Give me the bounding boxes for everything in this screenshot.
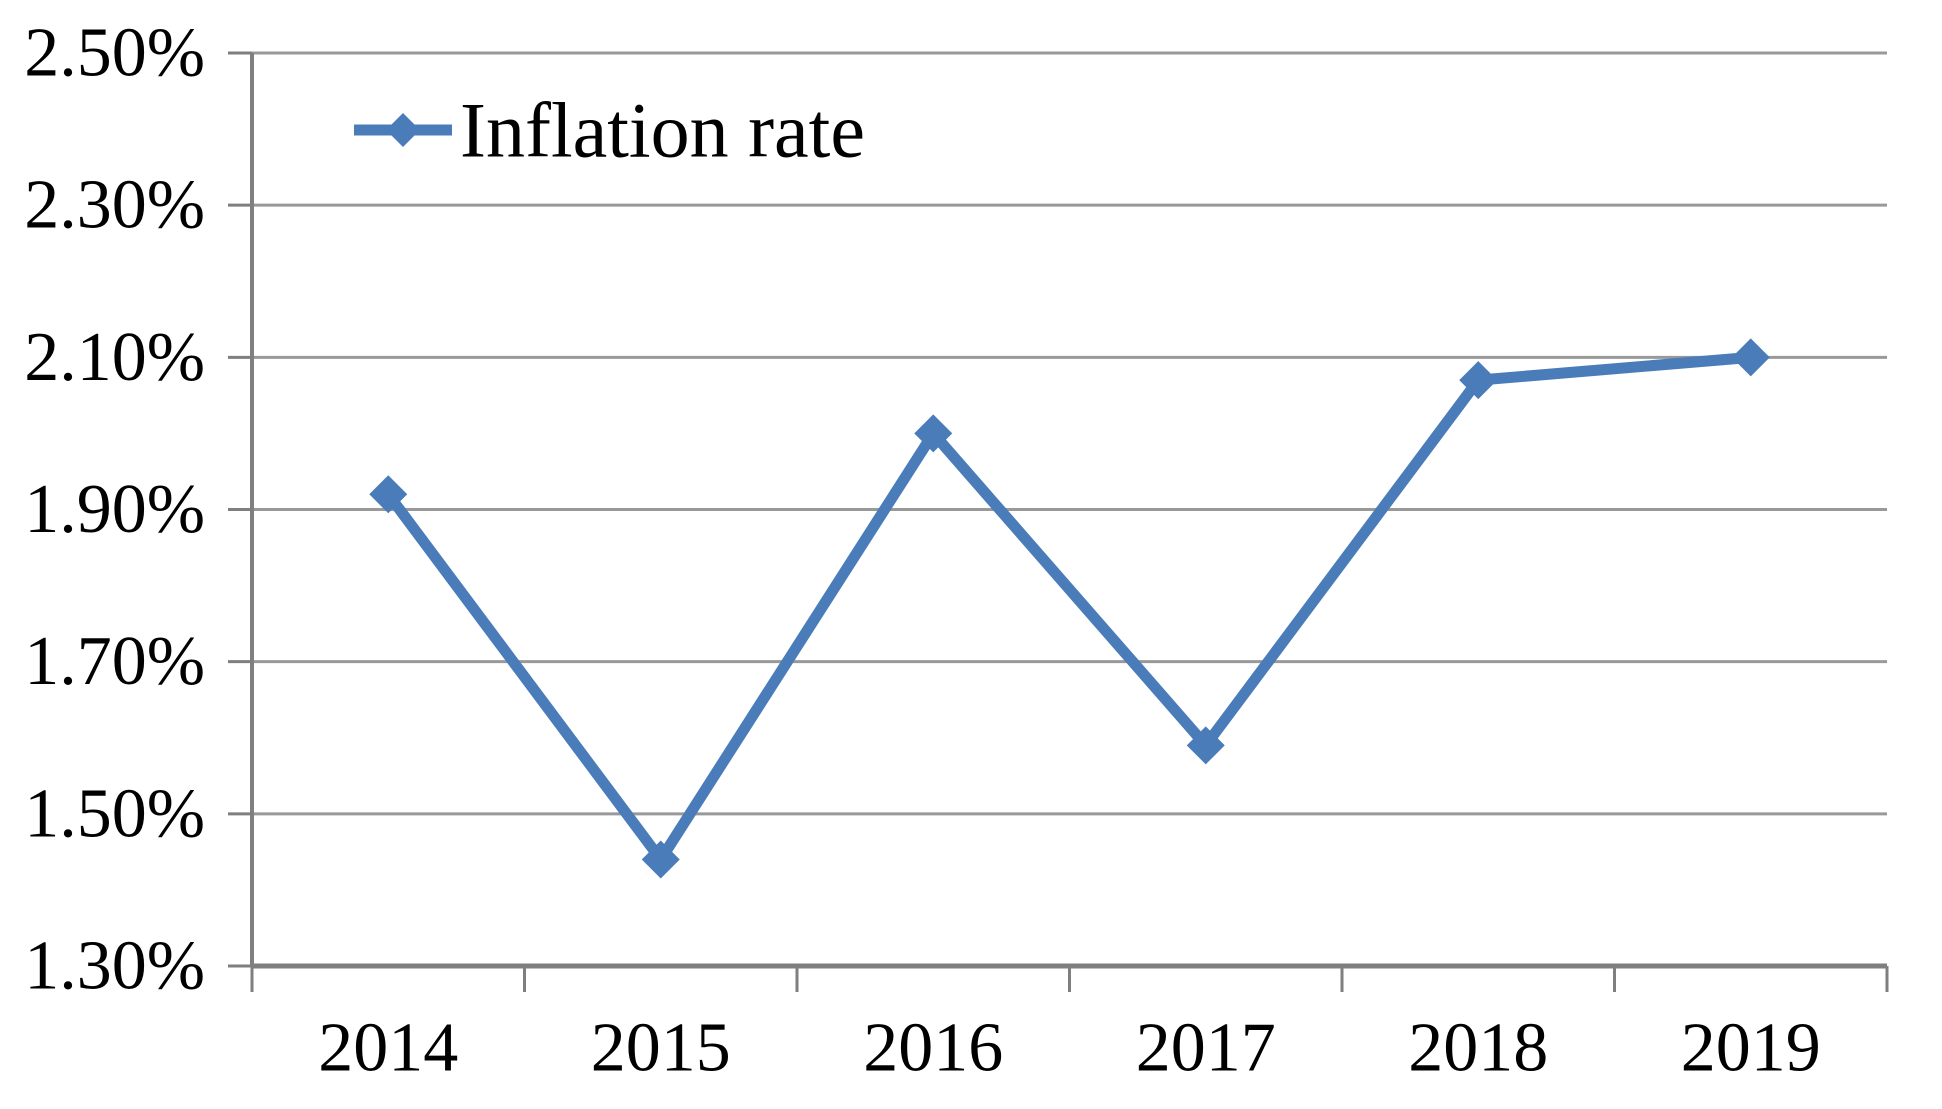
- data-point-marker-2017: [1186, 726, 1225, 765]
- data-point-marker-2016: [914, 414, 953, 453]
- y-tick-label: 1.30%: [24, 928, 205, 1005]
- series-inflation-rate: [369, 338, 1770, 879]
- y-axis-tick-labels: 1.30% 1.50% 1.70% 1.90% 2.10% 2.30% 2.50%: [24, 15, 205, 1005]
- data-point-marker-2015: [641, 840, 680, 879]
- axes: [228, 51, 1889, 992]
- y-tick-label: 1.70%: [24, 623, 205, 700]
- legend: Inflation rate: [354, 87, 865, 174]
- x-tick-label: 2017: [1136, 1010, 1276, 1087]
- y-tick-label: 1.90%: [24, 471, 205, 548]
- data-point-marker-2018: [1459, 361, 1498, 400]
- x-tick-label: 2015: [591, 1010, 731, 1087]
- data-point-marker-2019: [1731, 338, 1770, 377]
- legend-label: Inflation rate: [460, 87, 865, 174]
- x-tick-label: 2016: [863, 1010, 1003, 1087]
- y-tick-label: 1.50%: [24, 775, 205, 852]
- y-tick-label: 2.10%: [24, 319, 205, 396]
- gridlines: [252, 51, 1887, 816]
- x-tick-label: 2018: [1408, 1010, 1548, 1087]
- x-tick-label: 2019: [1681, 1010, 1821, 1087]
- y-tick-label: 2.30%: [24, 167, 205, 244]
- series-line: [383, 351, 1752, 865]
- x-axis-tick-labels: 2014 2015 2016 2017 2018 2019: [318, 1010, 1821, 1087]
- x-tick-label: 2014: [318, 1010, 458, 1087]
- data-point-marker-2014: [369, 475, 408, 514]
- legend-diamond-marker-icon: [386, 113, 420, 147]
- y-tick-label: 2.50%: [24, 15, 205, 92]
